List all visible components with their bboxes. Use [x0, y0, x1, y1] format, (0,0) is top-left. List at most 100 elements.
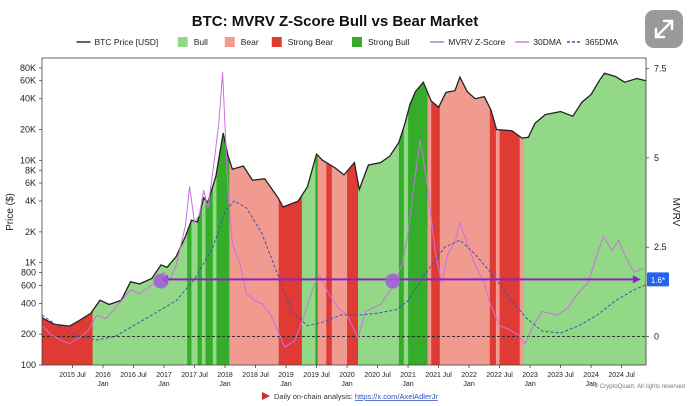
footer-text: Daily on-chain analysis: [274, 392, 355, 401]
threshold-badge [647, 272, 669, 287]
x-tick-label: 2017 Jul [181, 372, 208, 379]
series-365dma [41, 200, 647, 341]
x-tick-line: 2018 Jul [242, 372, 269, 379]
y2-tick-label: 2.5 [654, 242, 667, 252]
legend: BTC Price [USD] Bull Bear Strong Bear Strong… [76, 37, 618, 47]
x-tick-label: 2022 Jan [461, 372, 477, 388]
regime-band [315, 58, 319, 365]
x-tick-line: 2024 Jul [608, 372, 635, 379]
y-tick-label: 2K [25, 227, 36, 237]
legend-label: 365DMA [585, 37, 618, 47]
regime-band [439, 58, 491, 365]
above-price-mask [42, 58, 646, 327]
x-tick-line: 2016 [95, 372, 111, 379]
y-tick-label: 20K [20, 125, 36, 135]
x-tick-label: 2017 Jan [156, 372, 172, 388]
y2-tick-label: 5 [654, 153, 659, 163]
legend-label: Strong Bear [288, 37, 334, 47]
x-tick-line: Jan [463, 381, 474, 388]
regime-band [398, 58, 405, 365]
y-tick-label: 60K [20, 76, 36, 86]
legend-swatch [224, 37, 235, 47]
x-tick-label: 2019 Jul [303, 372, 330, 379]
x-tick-line: Jan [585, 381, 596, 388]
regime-band [427, 58, 432, 365]
regime-band [201, 58, 206, 365]
x-tick-line: Jan [97, 381, 108, 388]
x-tick-line: 2017 Jul [181, 372, 208, 379]
x-tick-line: 2020 [339, 372, 355, 379]
threshold-marker [385, 273, 401, 289]
regime-band [326, 58, 333, 365]
threshold-label: 1.6* [651, 276, 665, 285]
x-tick-line: 2018 [217, 372, 233, 379]
regime-band [499, 58, 521, 365]
x-tick-label: 2015 Jul [59, 372, 86, 379]
play-icon [262, 392, 270, 400]
series-btc-price-usd [41, 72, 647, 327]
footer-link[interactable]: https://x.com/AxelAdlerJr [355, 392, 438, 401]
x-tick-line: 2019 Jul [303, 372, 330, 379]
svg-text:Daily on-chain analysis: https: Daily on-chain analysis: https://x.com/A… [274, 392, 438, 401]
expand-icon [654, 19, 674, 39]
x-tick-label: 2020 Jan [339, 372, 355, 388]
regime-band [317, 58, 327, 365]
x-tick-line: Jan [158, 381, 169, 388]
y-tick-label: 8K [25, 165, 36, 175]
y-tick-label: 400 [21, 298, 36, 308]
y-tick-label: 10K [20, 155, 36, 165]
legend-label: MVRV Z-Score [448, 37, 505, 47]
x-tick-label: 2016 Jan [95, 372, 111, 388]
y-tick-label: 40K [20, 94, 36, 104]
footer: Daily on-chain analysis: https://x.com/A… [262, 383, 685, 401]
x-tick-line: 2023 Jul [547, 372, 574, 379]
x-tick-line: 2022 [461, 372, 477, 379]
x-tick-label: 2019 Jan [278, 372, 294, 388]
copyright: © CryptoQuant. All rights reserved [594, 383, 685, 390]
legend-label: Strong Bull [368, 37, 410, 47]
x-tick-label: 2024 Jan [583, 372, 599, 388]
y2-tick-label: 0 [654, 331, 659, 341]
plot-frame [41, 57, 647, 366]
legend-swatch [177, 37, 188, 47]
x-tick-line: 2023 [522, 372, 538, 379]
regime-band [495, 58, 500, 365]
legend-swatch [271, 37, 282, 47]
legend-label: Bear [241, 37, 259, 47]
legend-label: Bull [194, 37, 208, 47]
regime-band [205, 58, 214, 365]
x-tick-line: Jan [524, 381, 535, 388]
legend-swatch [352, 37, 362, 47]
y-tick-label: 800 [21, 268, 36, 278]
x-tick-label: 2022 Jul [486, 372, 513, 379]
x-tick-label: 2021 Jan [400, 372, 416, 388]
x-tick-label: 2018 Jan [217, 372, 233, 388]
x-tick-label: 2016 Jul [120, 372, 147, 379]
regime-band [347, 58, 359, 365]
x-tick-line: Jan [219, 381, 230, 388]
legend-label: BTC Price [USD] [95, 37, 159, 47]
x-tick-label: 2020 Jul [364, 372, 391, 379]
expand-button[interactable] [645, 10, 683, 48]
x-tick-line: Jan [402, 381, 413, 388]
arrow-right-icon [632, 275, 641, 284]
regime-band [212, 58, 217, 365]
series-30dma [41, 72, 644, 348]
x-tick-line: 2015 Jul [59, 372, 86, 379]
chart-title: BTC: MVRV Z-Score Bull vs Bear Market [192, 13, 478, 30]
x-tick-line: 2021 [400, 372, 416, 379]
x-tick-line: 2021 Jul [425, 372, 452, 379]
regime-band [408, 58, 428, 365]
x-tick-label: 2024 Jul [608, 372, 635, 379]
y2-tick-label: 7.5 [654, 64, 667, 74]
threshold-marker [153, 273, 169, 289]
y-tick-label: 4K [25, 196, 36, 206]
x-tick-line: Jan [280, 381, 291, 388]
y-tick-label: 100 [21, 360, 36, 370]
x-tick-label: 2018 Jul [242, 372, 269, 379]
y2-axis-label: MVRV [670, 198, 681, 227]
x-tick-label: 2023 Jan [522, 372, 538, 388]
y-tick-label: 600 [21, 280, 36, 290]
